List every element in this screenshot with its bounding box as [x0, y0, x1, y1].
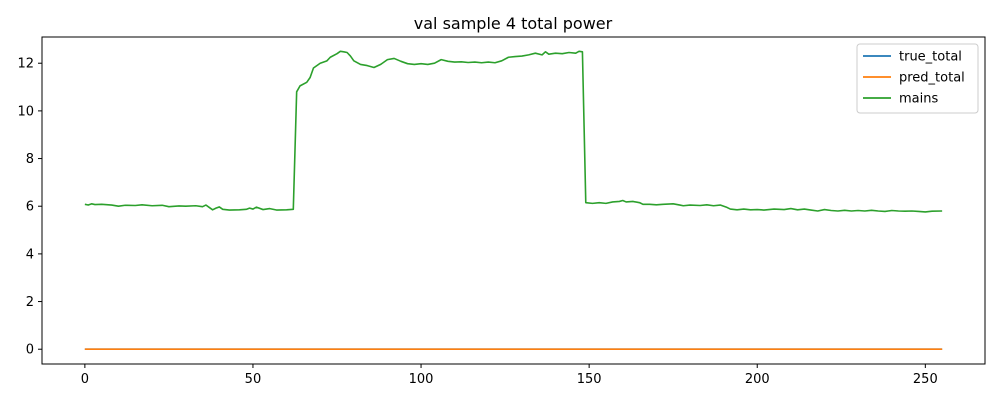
y-tick-label: 4 — [26, 247, 34, 262]
x-axis: 0 50 100 150 200 250 — [81, 364, 938, 387]
y-tick-label: 2 — [26, 295, 34, 310]
series-line-mains — [84, 50, 943, 213]
chart-title: val sample 4 total power — [414, 14, 613, 33]
y-tick-label: 10 — [17, 104, 34, 119]
y-tick-label: 6 — [26, 200, 34, 215]
y-axis: 0 2 4 6 8 10 12 — [17, 57, 42, 358]
x-tick-label: 150 — [577, 372, 602, 387]
x-tick-label: 0 — [81, 372, 89, 387]
plot-series-group — [84, 50, 943, 351]
legend-label-true_total: true_total — [899, 50, 962, 65]
x-tick-label: 200 — [745, 372, 770, 387]
x-tick-label: 100 — [409, 372, 434, 387]
plot-frame — [41, 36, 986, 365]
y-tick-label: 0 — [26, 343, 34, 358]
x-tick-label: 250 — [913, 372, 938, 387]
legend-label-mains: mains — [899, 92, 938, 107]
legend-box — [856, 43, 979, 114]
legend-label-pred_total: pred_total — [899, 71, 965, 86]
y-tick-label: 8 — [26, 152, 34, 167]
x-tick-label: 50 — [245, 372, 262, 387]
y-tick-label: 12 — [17, 57, 34, 72]
